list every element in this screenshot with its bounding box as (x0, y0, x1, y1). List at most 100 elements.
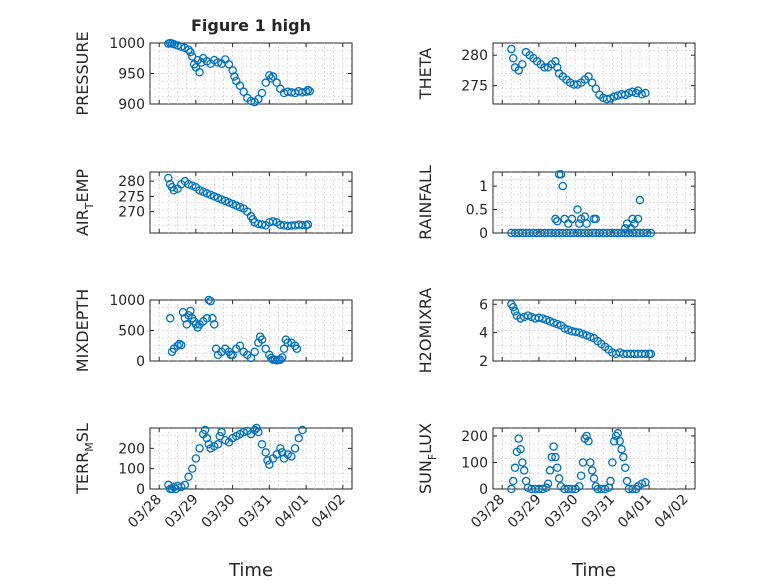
y-tick-label: 6 (479, 297, 488, 313)
data-point (215, 431, 225, 441)
data-point (217, 427, 226, 437)
data-point (191, 454, 201, 463)
y-tick-label: 280 (461, 48, 488, 64)
data-point (582, 331, 591, 340)
y-tick-label: 1 (479, 179, 488, 195)
data-point (609, 437, 619, 446)
data-point (246, 353, 256, 363)
data-point (176, 340, 186, 350)
y-label-rest: SL (73, 423, 92, 442)
data-point (239, 427, 248, 437)
y-label-main: AIR (73, 209, 92, 236)
y-axis-label: MIXDEPTH (73, 289, 92, 372)
y-tick-label: 0 (479, 482, 488, 498)
data-point (549, 318, 558, 327)
data-point (169, 39, 179, 49)
data-point (567, 214, 577, 224)
y-label-subscript: F (426, 454, 439, 460)
x-axis-label-right: Time (571, 560, 616, 581)
data-point (641, 478, 650, 487)
data-point (556, 170, 566, 179)
data-point (591, 214, 601, 224)
data-point (540, 63, 549, 72)
data-point (202, 433, 212, 443)
y-axis-label: H2OMIXRA (416, 288, 435, 374)
data-point (287, 452, 296, 461)
data-point (516, 444, 525, 454)
data-point (545, 317, 555, 326)
data-point (279, 344, 289, 354)
data-point (573, 205, 582, 214)
data-point (294, 433, 303, 443)
data-point (518, 458, 527, 467)
data-point (303, 220, 313, 229)
data-point (164, 173, 173, 183)
data-point (507, 484, 516, 494)
data-point (564, 325, 573, 335)
data-point (549, 442, 558, 451)
series-points (164, 423, 307, 494)
data-point (257, 440, 267, 449)
data-point (276, 355, 285, 365)
series-points (507, 300, 656, 359)
data-point (176, 42, 186, 51)
data-point (608, 458, 617, 467)
data-point (516, 314, 525, 323)
y-tick-label: 275 (118, 189, 145, 205)
data-point (637, 479, 646, 488)
y-tick-label: 4 (479, 326, 488, 342)
data-point (184, 472, 193, 482)
data-point (591, 84, 601, 94)
y-tick-label: 270 (118, 205, 145, 221)
data-point (514, 66, 523, 75)
data-point (200, 425, 210, 435)
y-tick-label: 200 (118, 441, 145, 457)
data-point (553, 217, 562, 226)
data-point (538, 314, 547, 323)
data-point (646, 349, 656, 359)
y-tick-label: 1000 (109, 36, 145, 52)
data-point (633, 214, 643, 224)
data-point (553, 63, 562, 72)
y-tick-label: 950 (118, 67, 145, 83)
data-point (620, 463, 630, 473)
y-label-main: RAINFALL (416, 165, 435, 240)
series-points (507, 170, 656, 238)
grid-lines (493, 43, 695, 104)
data-point (586, 332, 595, 342)
data-point (204, 440, 214, 449)
data-point (575, 482, 584, 491)
y-label-main: SUN (416, 460, 435, 494)
data-point (545, 466, 555, 475)
data-point (257, 88, 267, 98)
y-tick-label: 280 (118, 174, 145, 190)
y-label-rest: LUX (416, 423, 435, 454)
data-point (186, 47, 195, 57)
data-point (272, 450, 281, 459)
y-axis-label: SUNFLUX (416, 423, 439, 494)
data-point (551, 57, 560, 66)
data-point (586, 458, 595, 467)
data-point (292, 344, 302, 354)
data-point (622, 476, 632, 486)
data-point (165, 314, 175, 323)
data-point (613, 429, 623, 438)
y-tick-label: 1000 (109, 293, 145, 309)
data-point (589, 474, 599, 483)
data-point (187, 464, 197, 473)
data-point (195, 444, 204, 453)
data-point (518, 60, 527, 69)
data-point (578, 329, 588, 339)
data-point (553, 463, 562, 473)
y-axis-label: PRESSURE (73, 31, 92, 115)
data-point (641, 349, 650, 359)
data-point (263, 456, 272, 465)
data-point (508, 476, 518, 486)
data-point (276, 444, 285, 453)
figure-title: Figure 1 high (191, 16, 311, 35)
data-point (619, 452, 628, 462)
data-point (268, 72, 278, 81)
data-point (213, 440, 223, 449)
data-point (519, 466, 529, 475)
